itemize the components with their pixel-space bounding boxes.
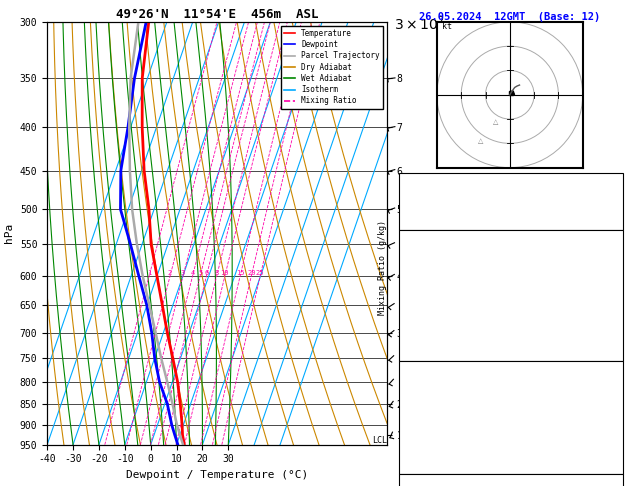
Text: 1: 1 — [615, 422, 620, 431]
Text: Dewp (°C): Dewp (°C) — [403, 273, 451, 281]
Text: Pressure (mb): Pressure (mb) — [403, 385, 472, 394]
Text: △: △ — [478, 139, 483, 144]
Text: 4: 4 — [191, 270, 194, 276]
Text: 8: 8 — [214, 270, 219, 276]
Text: kt: kt — [442, 22, 452, 31]
Text: 0: 0 — [615, 441, 620, 450]
Text: 50: 50 — [610, 197, 620, 206]
Text: 25: 25 — [256, 270, 264, 276]
Text: △: △ — [493, 119, 498, 125]
Text: Totals Totals: Totals Totals — [403, 197, 472, 206]
Text: 0: 0 — [615, 459, 620, 468]
Y-axis label: hPa: hPa — [4, 223, 14, 243]
Text: 20: 20 — [247, 270, 255, 276]
Text: 313: 313 — [604, 291, 620, 300]
Text: 13.4: 13.4 — [599, 254, 620, 263]
Text: Most Unstable: Most Unstable — [476, 367, 546, 376]
Text: CIN (J): CIN (J) — [403, 459, 440, 468]
Text: 1.94: 1.94 — [599, 215, 620, 224]
Text: 0: 0 — [615, 328, 620, 337]
Text: CAPE (J): CAPE (J) — [403, 441, 445, 450]
Text: 11.1: 11.1 — [599, 273, 620, 281]
Legend: Temperature, Dewpoint, Parcel Trajectory, Dry Adiabat, Wet Adiabat, Isotherm, Mi: Temperature, Dewpoint, Parcel Trajectory… — [281, 26, 383, 108]
Text: 3: 3 — [181, 270, 185, 276]
Text: 5: 5 — [198, 270, 203, 276]
Text: Lifted Index: Lifted Index — [403, 422, 467, 431]
Text: 965: 965 — [604, 385, 620, 394]
Text: θε (K): θε (K) — [403, 404, 435, 413]
Text: 313: 313 — [604, 404, 620, 413]
Text: CIN (J): CIN (J) — [403, 347, 440, 355]
Text: K: K — [403, 178, 408, 187]
Text: 0: 0 — [615, 347, 620, 355]
Title: 49°26'N  11°54'E  456m  ASL: 49°26'N 11°54'E 456m ASL — [116, 8, 318, 21]
X-axis label: Dewpoint / Temperature (°C): Dewpoint / Temperature (°C) — [126, 470, 308, 480]
Text: Hodograph: Hodograph — [487, 480, 535, 486]
Text: PW (cm): PW (cm) — [403, 215, 440, 224]
Text: 1: 1 — [615, 310, 620, 318]
Text: LCL: LCL — [372, 435, 387, 445]
Text: 25: 25 — [610, 178, 620, 187]
Text: Mixing Ratio (g/kg): Mixing Ratio (g/kg) — [378, 220, 387, 315]
Text: 10: 10 — [221, 270, 229, 276]
Text: Lifted Index: Lifted Index — [403, 310, 467, 318]
Text: θε(K): θε(K) — [403, 291, 430, 300]
Text: © weatheronline.co.uk: © weatheronline.co.uk — [457, 471, 562, 480]
Text: 6: 6 — [204, 270, 209, 276]
Text: Surface: Surface — [493, 236, 530, 244]
Text: Temp (°C): Temp (°C) — [403, 254, 451, 263]
Text: 15: 15 — [236, 270, 244, 276]
Text: 26.05.2024  12GMT  (Base: 12): 26.05.2024 12GMT (Base: 12) — [419, 12, 600, 22]
Y-axis label: km
ASL: km ASL — [453, 223, 470, 244]
Text: 2: 2 — [168, 270, 172, 276]
Text: 1: 1 — [147, 270, 151, 276]
Text: CAPE (J): CAPE (J) — [403, 328, 445, 337]
